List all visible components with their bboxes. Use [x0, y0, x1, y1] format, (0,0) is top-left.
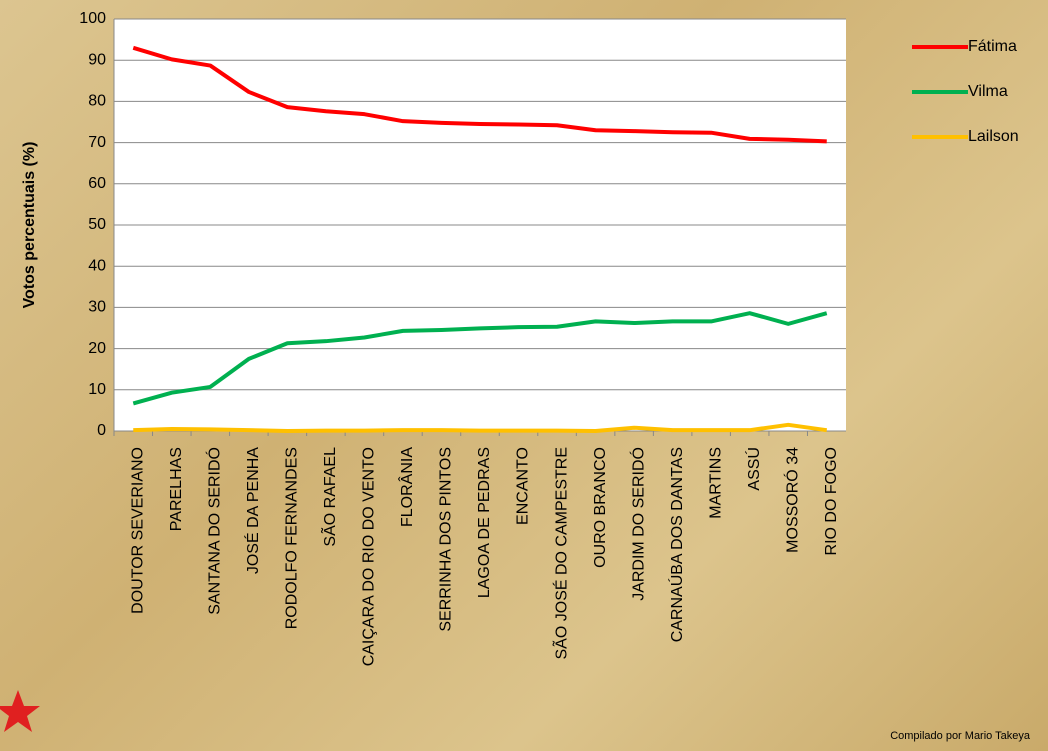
series-line — [132, 311, 828, 406]
y-tick-label: 10 — [88, 381, 106, 398]
y-tick-label: 90 — [88, 51, 106, 68]
x-tick-label: CAIÇARA DO RIO DO VENTO — [361, 447, 378, 666]
x-tick-label: FLORÂNIA — [397, 447, 416, 527]
x-tick-label: LAGOA DE PEDRAS — [476, 447, 493, 598]
x-tick-label: RODOLFO FERNANDES — [284, 447, 301, 629]
x-tick-label: JOSÉ DA PENHA — [243, 447, 262, 574]
series-line — [132, 45, 827, 144]
x-tick-label: SERRINHA DOS PINTOS — [438, 447, 455, 632]
y-tick-label: 80 — [88, 93, 106, 110]
y-tick-label: 50 — [88, 216, 106, 233]
y-axis-label: Votos percentuais (%) — [21, 142, 38, 309]
x-tick-label: OURO BRANCO — [592, 447, 609, 568]
y-tick-label: 0 — [97, 422, 106, 439]
series-line — [133, 422, 828, 433]
x-tick-label: SÃO RAFAEL — [319, 447, 339, 547]
y-tick-label: 100 — [79, 10, 106, 27]
y-tick-label: 30 — [88, 299, 106, 316]
y-tick-label: 70 — [88, 134, 106, 151]
x-tick-label: ENCANTO — [515, 447, 532, 525]
x-tick-label: RIO DO FOGO — [823, 447, 840, 555]
x-tick-label: SANTANA DO SERIDÓ — [205, 447, 224, 615]
legend-label: Vilma — [968, 83, 1008, 100]
legend-label: Fátima — [968, 38, 1017, 55]
legend-label: Lailson — [968, 128, 1019, 145]
logo — [0, 690, 40, 732]
x-tick-label: MARTINS — [707, 447, 724, 519]
x-tick-label: SÃO JOSÉ DO CAMPESTRE — [550, 447, 570, 659]
x-tick-label: PARELHAS — [168, 447, 185, 531]
y-tick-label: 40 — [88, 257, 106, 274]
y-tick-label: 20 — [88, 340, 106, 357]
x-tick-label: JARDIM DO SERIDÓ — [628, 447, 647, 601]
note: Compilado por Mario Takeya — [890, 730, 1031, 742]
x-tick-label: DOUTOR SEVERIANO — [129, 447, 146, 614]
y-tick-label: 60 — [88, 175, 106, 192]
x-tick-label: MOSSORÓ 34 — [782, 447, 801, 553]
x-tick-label: ASSÚ — [744, 447, 763, 491]
x-tick-label: CARNAÚBA DOS DANTAS — [667, 447, 686, 642]
